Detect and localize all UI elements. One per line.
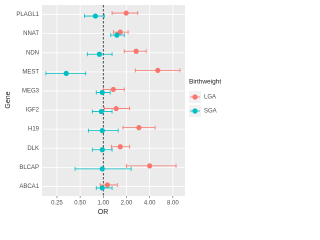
x-axis-title: OR: [98, 209, 109, 216]
point: [96, 51, 103, 57]
y-tick-label: NNAT: [23, 31, 39, 37]
point: [123, 10, 129, 16]
legend-title: Birthweight: [189, 79, 221, 86]
x-tick-label: 1.00: [97, 201, 109, 207]
point: [99, 128, 105, 134]
y-axis-title: Gene: [5, 91, 12, 108]
point: [99, 147, 105, 153]
y-tick-label: ABCA1: [19, 184, 39, 190]
point: [133, 48, 139, 54]
x-tick-label: 8.00: [167, 201, 179, 207]
y-tick-label: H19: [28, 127, 40, 133]
y-tick-label: MEST: [22, 69, 39, 75]
point: [117, 29, 123, 35]
point: [110, 86, 116, 93]
panel: [42, 5, 185, 196]
point: [117, 144, 123, 150]
x-tick-label: 2.00: [121, 201, 133, 207]
legend-label: LGA: [204, 95, 216, 101]
y-tick-label: IGF2: [26, 108, 40, 114]
legend-label: SGA: [204, 109, 217, 115]
point: [99, 89, 105, 96]
point: [92, 13, 99, 19]
y-tick-label: MEG3: [22, 89, 40, 95]
y-tick-label: BLCAP: [19, 165, 39, 171]
point: [98, 108, 104, 115]
legend-swatch: [192, 108, 198, 114]
point: [104, 182, 110, 188]
point: [99, 166, 105, 172]
x-tick-label: 0.25: [51, 201, 63, 207]
point: [136, 125, 142, 131]
chart: OR Gene Birthweight PLAGL1 NNAT NDN MEST MEG…: [5, 5, 221, 216]
legend-swatch: [192, 94, 198, 100]
y-tick-label: DLK: [27, 146, 39, 152]
point: [99, 185, 105, 191]
y-tick-label: NDN: [26, 50, 39, 56]
point: [114, 32, 120, 38]
point: [155, 67, 161, 73]
point: [147, 163, 153, 169]
x-tick-label: 4.00: [144, 201, 156, 207]
point: [113, 105, 119, 112]
y-tick-label: PLAGL1: [16, 12, 39, 18]
point: [63, 70, 69, 76]
x-tick-label: 0.50: [74, 201, 86, 207]
